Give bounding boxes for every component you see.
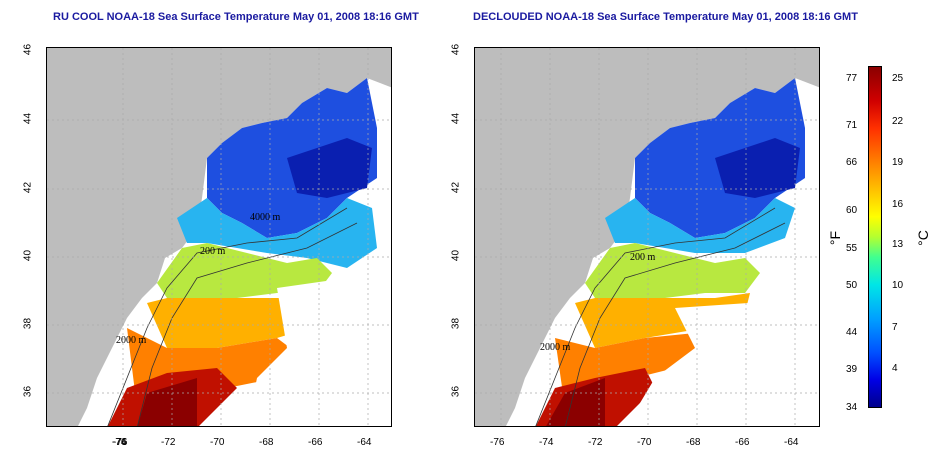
colorbar-f-tick: 44 [846,327,858,338]
right-y-tick: 46 [450,43,462,56]
colorbar-f-tick: 60 [846,205,858,216]
contour-label-200m-left: 200 m [200,246,226,257]
colorbar-unit-c: °C [914,230,931,246]
contour-label-2000m-right: 2000 m [540,342,571,353]
left-x-tick: -70 [210,437,225,448]
contour-label-4000m-left: 4000 m [250,212,281,223]
colorbar-c-tick: 22 [892,116,904,127]
left-y-tick: 46 [22,43,34,56]
contour-label-2000m-left: 2000 m [116,335,147,346]
right-x-tick: -70 [637,437,652,448]
colorbar-f-tick: 34 [846,402,858,413]
right-y-tick: 36 [450,385,462,398]
colorbar-f-tick: 39 [846,364,858,375]
colorbar-c-tick: 25 [892,73,904,84]
right-sst-map [474,47,820,427]
colorbar-f-tick: 66 [846,157,858,168]
colorbar-c-tick: 4 [892,363,898,374]
colorbar-f-tick: 77 [846,73,858,84]
right-x-tick: -76 [490,437,505,448]
left-x-tick: -64 [357,437,372,448]
colorbar-f-tick: 50 [846,280,858,291]
colorbar-c-tick: 10 [892,280,904,291]
left-y-tick: 38 [22,317,34,330]
contour-label-200m-right: 200 m [630,252,656,263]
colorbar-c-tick: 13 [892,239,904,250]
right-y-tick: 40 [450,249,462,262]
right-x-tick: -72 [588,437,603,448]
left-x-tick: -68 [259,437,274,448]
left-y-tick: 42 [22,181,34,194]
right-x-tick: -66 [735,437,750,448]
temperature-colorbar [868,66,882,408]
left-sst-map [46,47,392,427]
left-x-tick: -76 [113,437,128,448]
right-x-tick: -68 [686,437,701,448]
colorbar-f-tick: 55 [846,243,858,254]
colorbar-c-tick: 16 [892,199,904,210]
right-y-tick: 44 [450,112,462,125]
left-x-tick: -72 [161,437,176,448]
colorbar-c-tick: 19 [892,157,904,168]
right-y-tick: 42 [450,181,462,194]
right-sst-image [475,48,819,426]
left-x-tick: -74 [112,437,127,448]
left-y-tick: 44 [22,112,34,125]
left-sst-image [47,48,391,426]
right-x-tick: -64 [784,437,799,448]
right-y-tick: 38 [450,317,462,330]
right-x-tick: -74 [539,437,554,448]
colorbar-f-tick: 71 [846,120,858,131]
colorbar-c-tick: 7 [892,322,898,333]
left-y-tick: 36 [22,385,34,398]
left-x-tick: -66 [308,437,323,448]
colorbar-unit-f: °F [827,230,844,246]
right-panel-title: DECLOUDED NOAA-18 Sea Surface Temperatur… [473,11,858,23]
left-x-tick: -76 [112,437,127,448]
left-panel-title: RU COOL NOAA-18 Sea Surface Temperature … [53,11,419,23]
left-y-tick: 40 [22,249,34,262]
